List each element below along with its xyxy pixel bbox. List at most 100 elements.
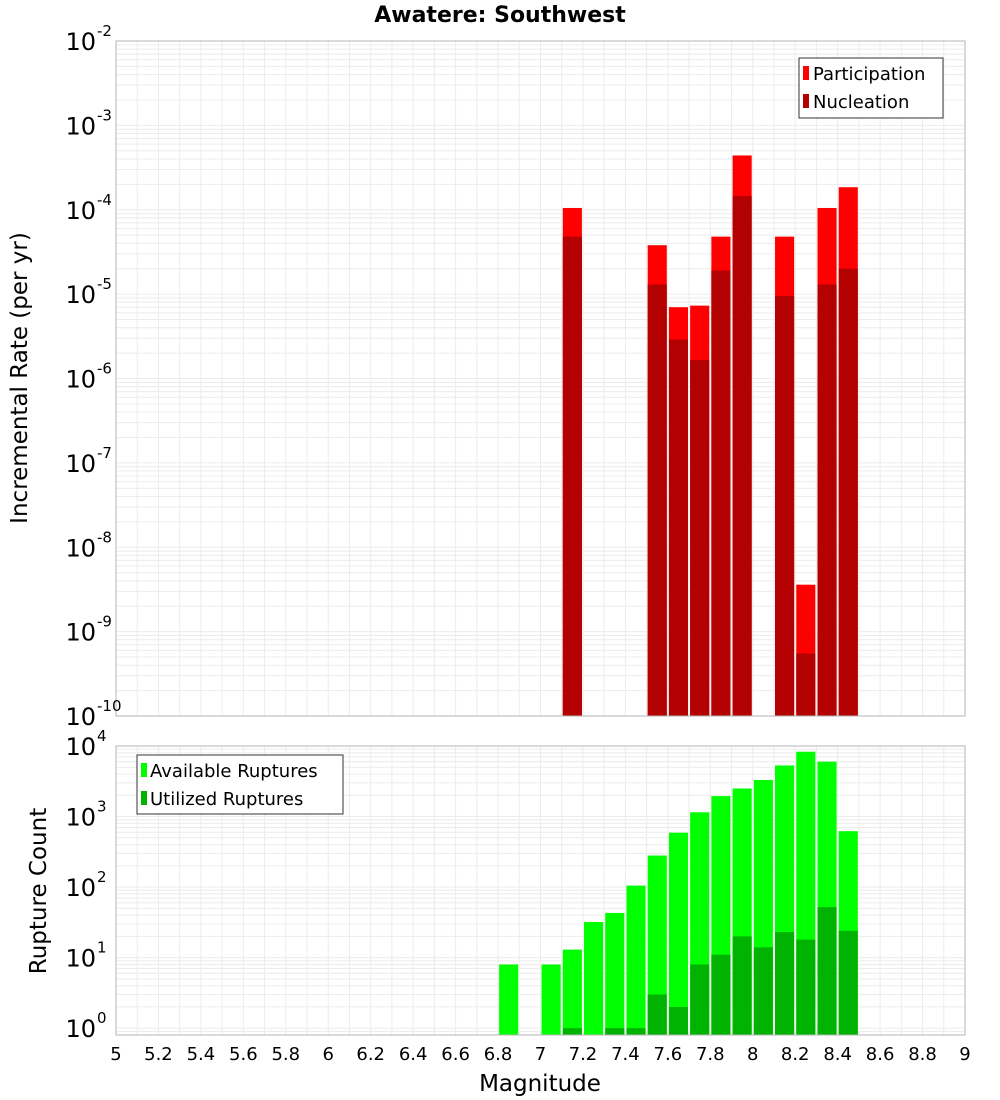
x-axis-label: Magnitude (479, 1071, 601, 1097)
x-tick-label: 8.8 (908, 1044, 937, 1065)
rate-bar-inner (668, 339, 689, 716)
chart-title: Awatere: Southwest (374, 3, 626, 28)
count-bar-inner (605, 1028, 625, 1035)
rate-y-tick-exponent: -8 (97, 528, 112, 546)
x-tick-label: 5.2 (144, 1044, 173, 1065)
rate-bar-inner (775, 296, 795, 716)
rate-bar-inner (838, 268, 858, 716)
count-bar-inner (626, 1028, 646, 1035)
rate-y-tick-exponent: -5 (97, 275, 112, 293)
rate-bar-inner (796, 653, 816, 716)
rate-y-tick-base: 10 (65, 450, 96, 478)
x-tick-label: 6.4 (399, 1044, 428, 1065)
count-legend: Available Ruptures Utilized Ruptures (136, 754, 344, 815)
rate-bar-inner (711, 270, 731, 716)
count-bar-inner (562, 1028, 582, 1035)
participation-legend-swatch (803, 66, 809, 80)
count-bar-inner (775, 932, 795, 1035)
count-bar-inner (647, 994, 667, 1035)
rate-legend-box (798, 57, 944, 119)
count-bar-inner (711, 954, 731, 1035)
rate-y-tick-exponent: -2 (97, 22, 112, 40)
count-bar-inner (690, 964, 710, 1035)
rate-grid (115, 40, 966, 717)
x-tick-label: 5 (110, 1044, 121, 1065)
nucleation-legend-swatch (803, 94, 809, 108)
count-bar-outer (605, 912, 625, 1035)
count-bar-inner (732, 936, 752, 1035)
rate-plot-frame (115, 40, 966, 717)
count-bars (499, 751, 858, 1035)
count-bar-inner (753, 947, 773, 1035)
x-tick-label: 7.4 (611, 1044, 640, 1065)
nucleation-legend-label: Nucleation (813, 92, 909, 113)
rate-bar-inner (562, 236, 582, 716)
count-y-tick-base: 10 (65, 1015, 96, 1043)
count-bar-outer (668, 832, 689, 1035)
count-bar-outer (541, 964, 561, 1035)
x-tick-label: 8.2 (781, 1044, 810, 1065)
x-tick-label: 7 (535, 1044, 546, 1065)
rate-y-tick-exponent: -9 (97, 613, 112, 631)
count-bar-outer (626, 885, 646, 1035)
rate-bar-inner (732, 196, 752, 716)
count-y-tick-base: 10 (65, 874, 96, 902)
rate-bar-inner (817, 284, 837, 716)
utilized-legend-label: Utilized Ruptures (150, 789, 303, 810)
count-y-axis-label: Rupture Count (26, 808, 52, 974)
x-tick-label: 6.2 (356, 1044, 385, 1065)
x-tick-label: 5.4 (187, 1044, 216, 1065)
x-ticks: 5 5.2 5.4 5.6 5.8 6 6.2 6.4 6.6 6.8 7 7.2 7.4 7.6 7.8 8… (110, 1044, 970, 1065)
count-bar-outer (647, 855, 667, 1035)
rate-bar-inner (647, 284, 667, 716)
rate-y-tick-base: 10 (65, 534, 96, 562)
count-bar-inner (817, 907, 837, 1035)
rate-bars (562, 155, 858, 717)
count-bar-outer (499, 964, 519, 1035)
available-legend-label: Available Ruptures (150, 761, 318, 782)
rate-y-axis-label: Incremental Rate (per yr) (7, 232, 33, 524)
x-tick-label: 5.8 (271, 1044, 300, 1065)
rate-y-tick-exponent: -7 (97, 444, 112, 462)
count-legend-box (136, 754, 344, 815)
x-tick-label: 7.8 (696, 1044, 725, 1065)
count-y-tick-exponent: 0 (97, 1009, 107, 1027)
x-tick-label: 5.6 (229, 1044, 258, 1065)
available-legend-swatch (141, 763, 147, 777)
rate-y-tick-base: 10 (65, 28, 96, 56)
rate-y-tick-base: 10 (65, 366, 96, 394)
rate-y-tick-exponent: -10 (97, 697, 122, 715)
rate-bar-inner (690, 360, 710, 716)
rate-y-tick-base: 10 (65, 703, 96, 731)
rate-y-tick-exponent: -4 (97, 191, 112, 209)
count-y-tick-base: 10 (65, 804, 96, 832)
count-y-tick-exponent: 3 (97, 798, 107, 816)
count-bar-inner (838, 930, 858, 1035)
count-y-tick-exponent: 2 (97, 868, 107, 886)
rate-y-tick-base: 10 (65, 619, 96, 647)
count-bar-outer (584, 921, 604, 1035)
count-y-tick-base: 10 (65, 945, 96, 973)
count-y-tick-exponent: 1 (97, 939, 107, 957)
x-tick-label: 8.6 (866, 1044, 895, 1065)
participation-legend-label: Participation (813, 64, 925, 85)
x-tick-label: 7.2 (569, 1044, 598, 1065)
rate-y-tick-base: 10 (65, 112, 96, 140)
rate-legend: Participation Nucleation (798, 57, 944, 119)
rate-y-tick-exponent: -3 (97, 106, 112, 124)
x-tick-label: 6.6 (441, 1044, 470, 1065)
count-y-tick-base: 10 (65, 733, 96, 761)
count-plot-frame (115, 745, 966, 1036)
count-bar-inner (668, 1006, 689, 1035)
utilized-legend-swatch (141, 791, 147, 805)
x-tick-label: 8.4 (823, 1044, 852, 1065)
count-bar-outer (562, 949, 582, 1035)
x-tick-label: 8 (747, 1044, 758, 1065)
rate-y-tick-base: 10 (65, 197, 96, 225)
count-bar-inner (796, 939, 816, 1035)
